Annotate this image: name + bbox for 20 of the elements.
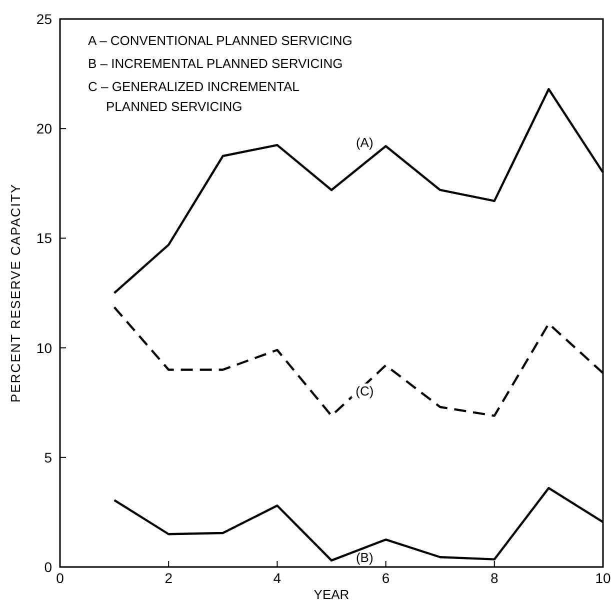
- x-tick-label: 8: [490, 570, 498, 586]
- y-tick-label: 5: [44, 449, 52, 466]
- y-tick-label: 25: [36, 11, 52, 27]
- annotation: C – GENERALIZED INCREMENTAL PLANNED SERVICING: [88, 79, 300, 114]
- annotation: A – CONVENTIONAL PLANNED SERVICING: [88, 33, 352, 48]
- annotation: B – INCREMENTAL PLANNED SERVICING: [88, 56, 343, 71]
- series-label: (B): [356, 550, 374, 566]
- x-tick-label: 0: [56, 570, 64, 586]
- x-tick-label: 6: [382, 570, 390, 586]
- x-tick-label: 4: [273, 570, 282, 586]
- y-tick-label: 10: [36, 340, 52, 356]
- y-tick-label: 15: [36, 230, 52, 246]
- y-tick-label: 0: [44, 559, 52, 575]
- x-tick-label: 2: [164, 570, 173, 586]
- y-tick-label: 20: [36, 120, 52, 137]
- y-axis-title: PERCENT RESERVE CAPACITY: [8, 183, 23, 403]
- x-tick-label: 10: [595, 570, 611, 586]
- x-axis-title: YEAR: [314, 587, 350, 602]
- series-label: (C): [356, 384, 374, 399]
- series-label: (A): [356, 135, 374, 150]
